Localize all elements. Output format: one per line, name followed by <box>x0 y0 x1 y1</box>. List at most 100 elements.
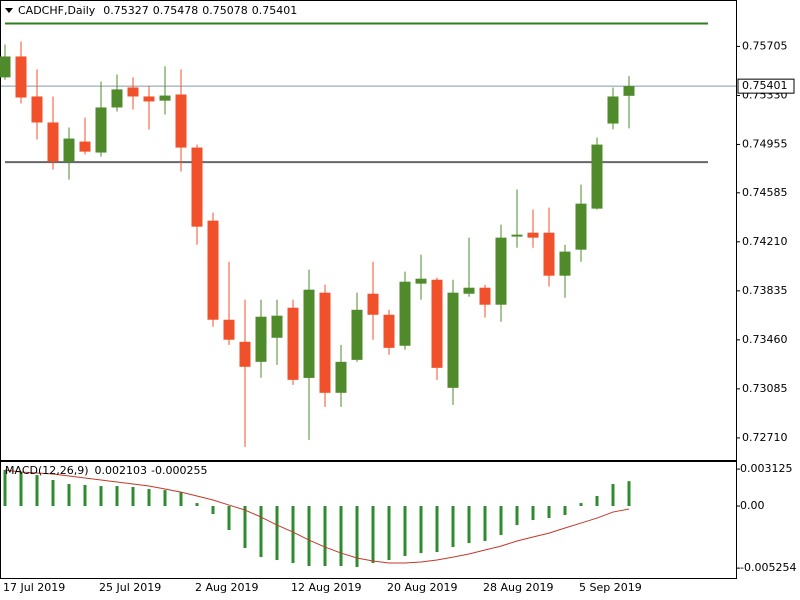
signal-last: -0.000255 <box>151 464 207 477</box>
macd-bar <box>131 487 135 507</box>
macd-bar <box>371 506 375 563</box>
macd-bar <box>35 475 39 507</box>
macd-bar <box>115 486 119 507</box>
macd-bar <box>211 506 215 515</box>
candle-body <box>175 94 187 148</box>
last-price-label: 0.75401 <box>742 79 788 92</box>
macd-bar <box>307 506 311 567</box>
y-tick-label: 0.74210 <box>742 235 788 248</box>
macd-bar <box>195 503 199 507</box>
candle-body <box>191 147 203 227</box>
macd-title: MACD(12,26,9) <box>5 464 89 477</box>
candle-body <box>527 232 539 238</box>
last-high: 0.75478 <box>153 4 199 17</box>
last-open: 0.75327 <box>103 4 149 17</box>
candle-body <box>415 278 427 284</box>
macd-bar <box>627 481 631 507</box>
candle-body <box>255 316 267 362</box>
macd-last: 0.002103 <box>95 464 148 477</box>
macd-bar <box>3 469 7 507</box>
x-tick-label: 28 Aug 2019 <box>483 581 553 594</box>
macd-bar <box>147 489 151 507</box>
candle-body <box>303 289 315 378</box>
macd-bar <box>595 495 599 507</box>
macd-bar <box>83 484 87 507</box>
candle-body <box>575 203 587 250</box>
candle-body <box>95 107 107 153</box>
candle-body <box>511 234 523 237</box>
candle-body <box>127 87 139 97</box>
x-tick-label: 25 Jul 2019 <box>99 581 161 594</box>
candle-body <box>79 141 91 152</box>
macd-bar <box>99 486 103 507</box>
candle-body <box>351 309 363 360</box>
candle-body <box>239 341 251 367</box>
candle-body <box>143 96 155 102</box>
macd-bar <box>291 506 295 563</box>
candle-body <box>159 95 171 101</box>
macd-bar <box>387 506 391 561</box>
candle-body <box>495 237 507 305</box>
macd-bar <box>419 506 423 554</box>
macd-bar <box>227 506 231 531</box>
price-header: CADCHF,Daily 0.75327 0.75478 0.75078 0.75401 <box>18 4 297 17</box>
y-tick-label: 0.73085 <box>742 382 788 395</box>
macd-bar <box>51 480 55 507</box>
candle-body <box>607 96 619 124</box>
candle-body <box>207 220 219 320</box>
x-tick-label: 5 Sep 2019 <box>579 581 642 594</box>
y-tick-label: -0.005254 <box>740 561 796 574</box>
candle-body <box>223 319 235 340</box>
menu-triangle[interactable] <box>5 8 13 13</box>
last-close: 0.75401 <box>252 4 298 17</box>
macd-header: MACD(12,26,9) 0.002103 -0.000255 <box>5 464 208 477</box>
x-tick-label: 2 Aug 2019 <box>195 581 258 594</box>
candle-body <box>287 307 299 380</box>
candle-body <box>367 293 379 315</box>
candle-body <box>591 144 603 209</box>
macd-bar <box>19 471 23 507</box>
candle-body <box>479 287 491 305</box>
candle-body <box>111 89 123 108</box>
macd-bar <box>355 506 359 568</box>
y-tick-label: 0.00 <box>740 499 765 512</box>
macd-bar <box>67 484 71 507</box>
y-tick-label: 0.73460 <box>742 333 788 346</box>
y-tick-label: 0.003125 <box>740 462 793 475</box>
y-tick-label: 0.75705 <box>742 39 788 52</box>
macd-bar <box>243 506 247 548</box>
last-price-box <box>737 78 795 94</box>
candle-body <box>271 315 283 338</box>
macd-bar <box>259 506 263 558</box>
candle-body <box>543 232 555 276</box>
y-tick-label: 0.73835 <box>742 284 788 297</box>
x-tick-label: 17 Jul 2019 <box>3 581 65 594</box>
symbol-title: CADCHF,Daily <box>18 4 96 17</box>
macd-bar <box>563 506 567 516</box>
candle-body <box>383 314 395 348</box>
macd-bar <box>323 506 327 567</box>
macd-bar <box>515 506 519 526</box>
macd-bar <box>531 506 535 520</box>
macd-bar <box>579 503 583 507</box>
y-tick-label: 0.74585 <box>742 186 788 199</box>
last-low: 0.75078 <box>202 4 248 17</box>
candle-body <box>31 96 43 123</box>
macd-bar <box>483 506 487 542</box>
candle-body <box>47 122 59 162</box>
macd-bar <box>467 506 471 544</box>
candle-body <box>431 279 443 368</box>
macd-bar <box>451 506 455 548</box>
macd-bar <box>403 506 407 557</box>
candle-body <box>463 287 475 294</box>
candle-body <box>63 138 75 162</box>
macd-bar <box>547 506 551 519</box>
y-tick-label: 0.72710 <box>742 431 788 444</box>
macd-bar <box>339 506 343 567</box>
macd-bar <box>435 506 439 552</box>
candle-body <box>0 56 11 78</box>
macd-bar <box>499 506 503 535</box>
price-panel <box>0 0 737 461</box>
signal-line <box>4 469 630 564</box>
